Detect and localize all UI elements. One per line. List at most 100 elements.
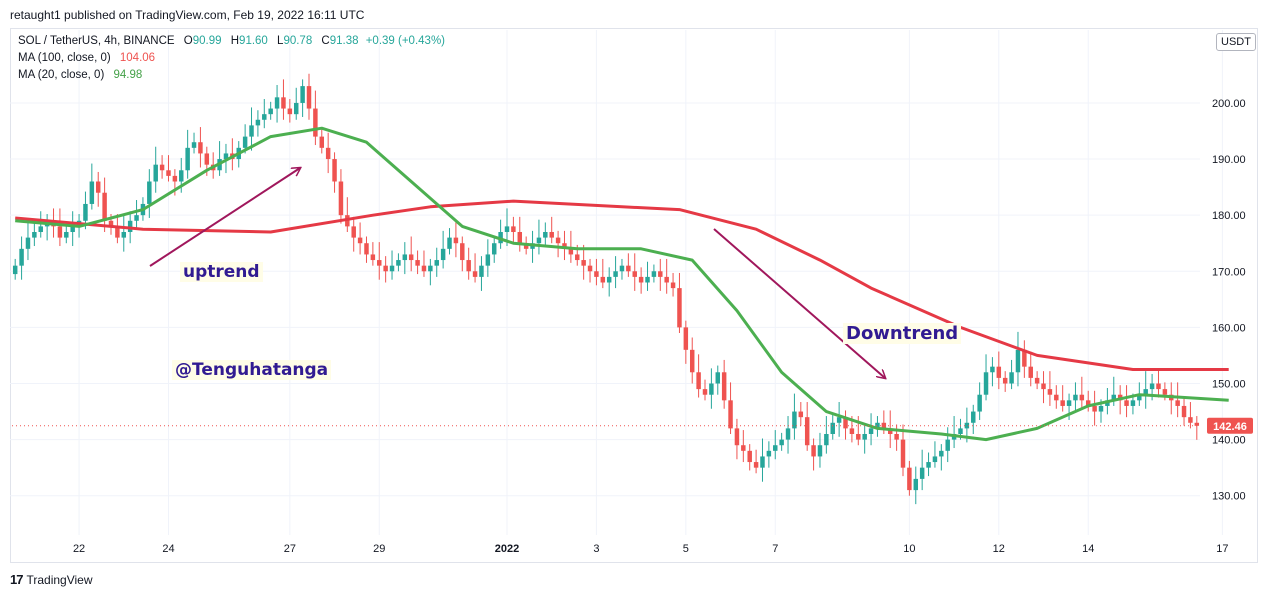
candle-body [479,265,484,277]
candle-body [824,434,829,446]
candle-body [370,254,376,261]
price-axis[interactable]: 130.00 140.00 150.00 160.00 170.00 180.00 190.… [1212,98,1246,503]
candle-body [664,276,669,283]
currency-badge[interactable]: USDT [1216,33,1256,51]
legend-symbol-row: SOL / TetherUS, 4h, BINANCE O90.99 H91.6… [18,35,445,47]
candle-body [523,243,529,249]
candle-body [255,119,261,126]
candle-body [836,417,842,423]
candle-body [613,271,618,277]
candle-body [792,411,797,429]
candle-body [651,271,657,277]
candle-body [753,462,759,468]
candle-body [677,288,682,328]
candle-body [1079,394,1085,401]
candle-body [89,181,95,204]
candle-body [996,366,1002,378]
y-tick-label: 150.00 [1212,379,1246,391]
legend-symbol: SOL / TetherUS, 4h, BINANCE [18,35,175,47]
candle-body [945,439,950,451]
x-tick-label: 22 [73,543,85,555]
published-header: retaught1 published on TradingView.com, … [10,8,365,22]
candle-body [913,478,919,491]
candle-body [971,411,976,423]
candle-body [179,170,184,182]
y-tick-label: 130.00 [1212,491,1246,503]
chart-frame[interactable] [10,28,1258,563]
candle-body [325,147,331,160]
candle-body [357,237,363,244]
candle-body [926,462,931,468]
candle-body [491,243,497,255]
downtrend-arrow [713,228,885,378]
downtrend-label: Downtrend [843,323,962,344]
uptrend-arrow [149,168,300,267]
candle-body [689,349,695,373]
candle-body [472,271,478,277]
candle-body [1085,400,1091,406]
candle-body [351,226,356,238]
candle-body [460,243,465,261]
ma20-line [15,126,1229,442]
y-tick-label: 200.00 [1212,98,1246,110]
candle-body [1022,349,1027,367]
candle-body [683,327,689,350]
candle-body [402,254,408,261]
candle-body [287,108,293,115]
candle-body [383,265,388,272]
candle-body [121,232,127,238]
candle-body [172,175,178,182]
candle-body [964,422,970,429]
x-tick-label: 10 [903,543,915,555]
candle-body [696,372,701,390]
candle-body [734,428,740,446]
candle-body [760,456,765,468]
y-tick-label: 190.00 [1212,154,1246,166]
candle-body [632,271,637,277]
candle-body [1111,394,1117,401]
candle-body [1041,383,1046,390]
candle-body [932,456,938,463]
candle-body [249,125,254,137]
candle-body [115,226,120,238]
candle-body [619,265,625,272]
candle-body [721,372,727,401]
candle-body [919,467,925,479]
footer[interactable]: 17 TradingView [10,572,93,587]
last-price-tag: 142.46 [12,417,1253,434]
candle-body [830,422,835,434]
candle-body [779,439,784,446]
candle-body [408,254,414,261]
x-tick-label: 14 [1082,543,1094,555]
time-axis[interactable]: 22 24 27 29 2022 3 5 7 10 12 14 17 [73,543,1229,555]
candle-body [191,142,197,148]
candle-body [166,170,171,176]
candle-body [25,237,31,249]
candle-body [977,394,982,412]
candle-body [702,389,708,395]
candle-body [990,366,995,373]
candle-body [670,282,676,289]
candle-body [262,114,267,120]
last-price-label: 142.46 [1213,421,1247,433]
candle-body [562,243,567,249]
legend-ma100-row[interactable]: MA (100, close, 0) 104.06 [18,52,155,64]
candle-body [306,86,312,109]
legend-ma20-row[interactable]: MA (20, close, 0) 94.98 [18,69,142,81]
candle-body [504,226,510,232]
legend-close: 91.38 [329,35,359,47]
candle-body [440,248,446,261]
candle-body [1156,383,1161,390]
candle-body [1009,372,1014,384]
y-tick-label: 170.00 [1212,266,1246,278]
candle-body [1066,400,1072,406]
candle-body [485,254,491,266]
candle-body [1188,417,1193,423]
candle-body [223,153,229,160]
candle-body [594,271,599,277]
candle-body [1060,400,1065,406]
legend-ma20-value: 94.98 [113,69,143,81]
tradingview-logo-icon: 17 [10,572,24,587]
candle-body [715,372,721,384]
